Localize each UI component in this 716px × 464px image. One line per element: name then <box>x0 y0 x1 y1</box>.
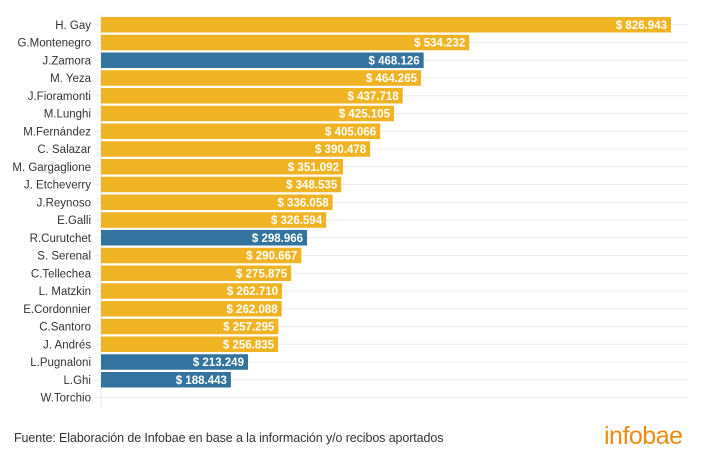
value-label: $ 256.835 <box>223 339 275 351</box>
category-label: L.Ghi <box>64 375 92 387</box>
category-label: R.Curutchet <box>30 233 92 245</box>
category-label: H. Gay <box>55 20 91 32</box>
bar <box>101 194 333 210</box>
category-label: E.Galli <box>57 215 91 227</box>
category-label: J.Fioramonti <box>28 91 91 103</box>
bar <box>101 70 422 86</box>
category-label: G.Montenegro <box>17 38 91 50</box>
bar <box>101 336 279 352</box>
value-label: $ 348.535 <box>286 180 338 192</box>
value-label: $ 351.092 <box>288 162 339 174</box>
value-label: $ 298.966 <box>252 233 303 245</box>
category-label: J. Andrés <box>43 339 91 351</box>
bar <box>101 230 308 246</box>
value-label: $ 188.443 <box>176 375 227 387</box>
value-label: $ 534.232 <box>414 38 465 50</box>
value-label: $ 437.718 <box>348 91 400 103</box>
category-label: M.Fernández <box>23 126 91 138</box>
value-label: $ 390.478 <box>315 144 367 156</box>
value-label: $ 262.088 <box>226 304 278 316</box>
bar <box>101 212 327 228</box>
bar <box>101 52 424 68</box>
value-label: $ 464.265 <box>366 73 418 85</box>
bar <box>101 34 470 51</box>
value-label: $ 336.058 <box>277 197 329 209</box>
bar <box>101 265 292 281</box>
value-label: $ 257.295 <box>223 322 275 334</box>
value-label: $ 326.594 <box>271 215 323 227</box>
bar-chart: H. Gay $ 826.943 G.Montenegro $ 534.232 J.Za… <box>12 15 688 408</box>
bar <box>101 141 371 157</box>
value-label: $ 290.667 <box>246 251 297 263</box>
source-note: Fuente: Elaboración de Infobae en base a… <box>14 431 444 445</box>
bar <box>101 17 671 33</box>
category-label: W.Torchio <box>41 393 92 405</box>
bar <box>101 354 248 370</box>
bar <box>101 301 282 317</box>
infobae-logo: infobae <box>604 422 683 450</box>
bar <box>101 372 231 388</box>
category-label: L. Matzkin <box>39 286 91 298</box>
category-label: E.Cordonnier <box>23 304 91 316</box>
bar <box>101 247 302 264</box>
bar <box>101 318 279 335</box>
category-label: J. Etcheverry <box>24 180 91 192</box>
category-label: M. Yeza <box>50 73 92 85</box>
bar <box>101 123 381 139</box>
category-label: L.Pugnaloni <box>30 357 91 369</box>
value-label: $ 425.105 <box>339 109 391 121</box>
category-label: M. Gargaglione <box>12 162 91 174</box>
value-label: $ 405.066 <box>325 126 376 138</box>
value-label: $ 468.126 <box>369 55 420 67</box>
category-label: C.Santoro <box>39 322 91 334</box>
category-label: M.Lunghi <box>44 109 91 121</box>
bar <box>101 283 283 299</box>
value-label: $ 262.710 <box>227 286 278 298</box>
category-label: J.Zamora <box>42 55 91 67</box>
value-label: $ 275.875 <box>236 268 288 280</box>
category-label: J.Reynoso <box>37 197 91 209</box>
bar <box>101 159 344 175</box>
category-label: S. Serenal <box>37 251 91 263</box>
category-label: C. Salazar <box>37 144 91 156</box>
bar <box>101 88 403 104</box>
category-label: C.Tellechea <box>31 268 92 280</box>
value-label: $ 826.943 <box>616 20 667 32</box>
value-label: $ 213.249 <box>193 357 244 369</box>
bar <box>101 176 342 193</box>
bar <box>101 105 395 122</box>
